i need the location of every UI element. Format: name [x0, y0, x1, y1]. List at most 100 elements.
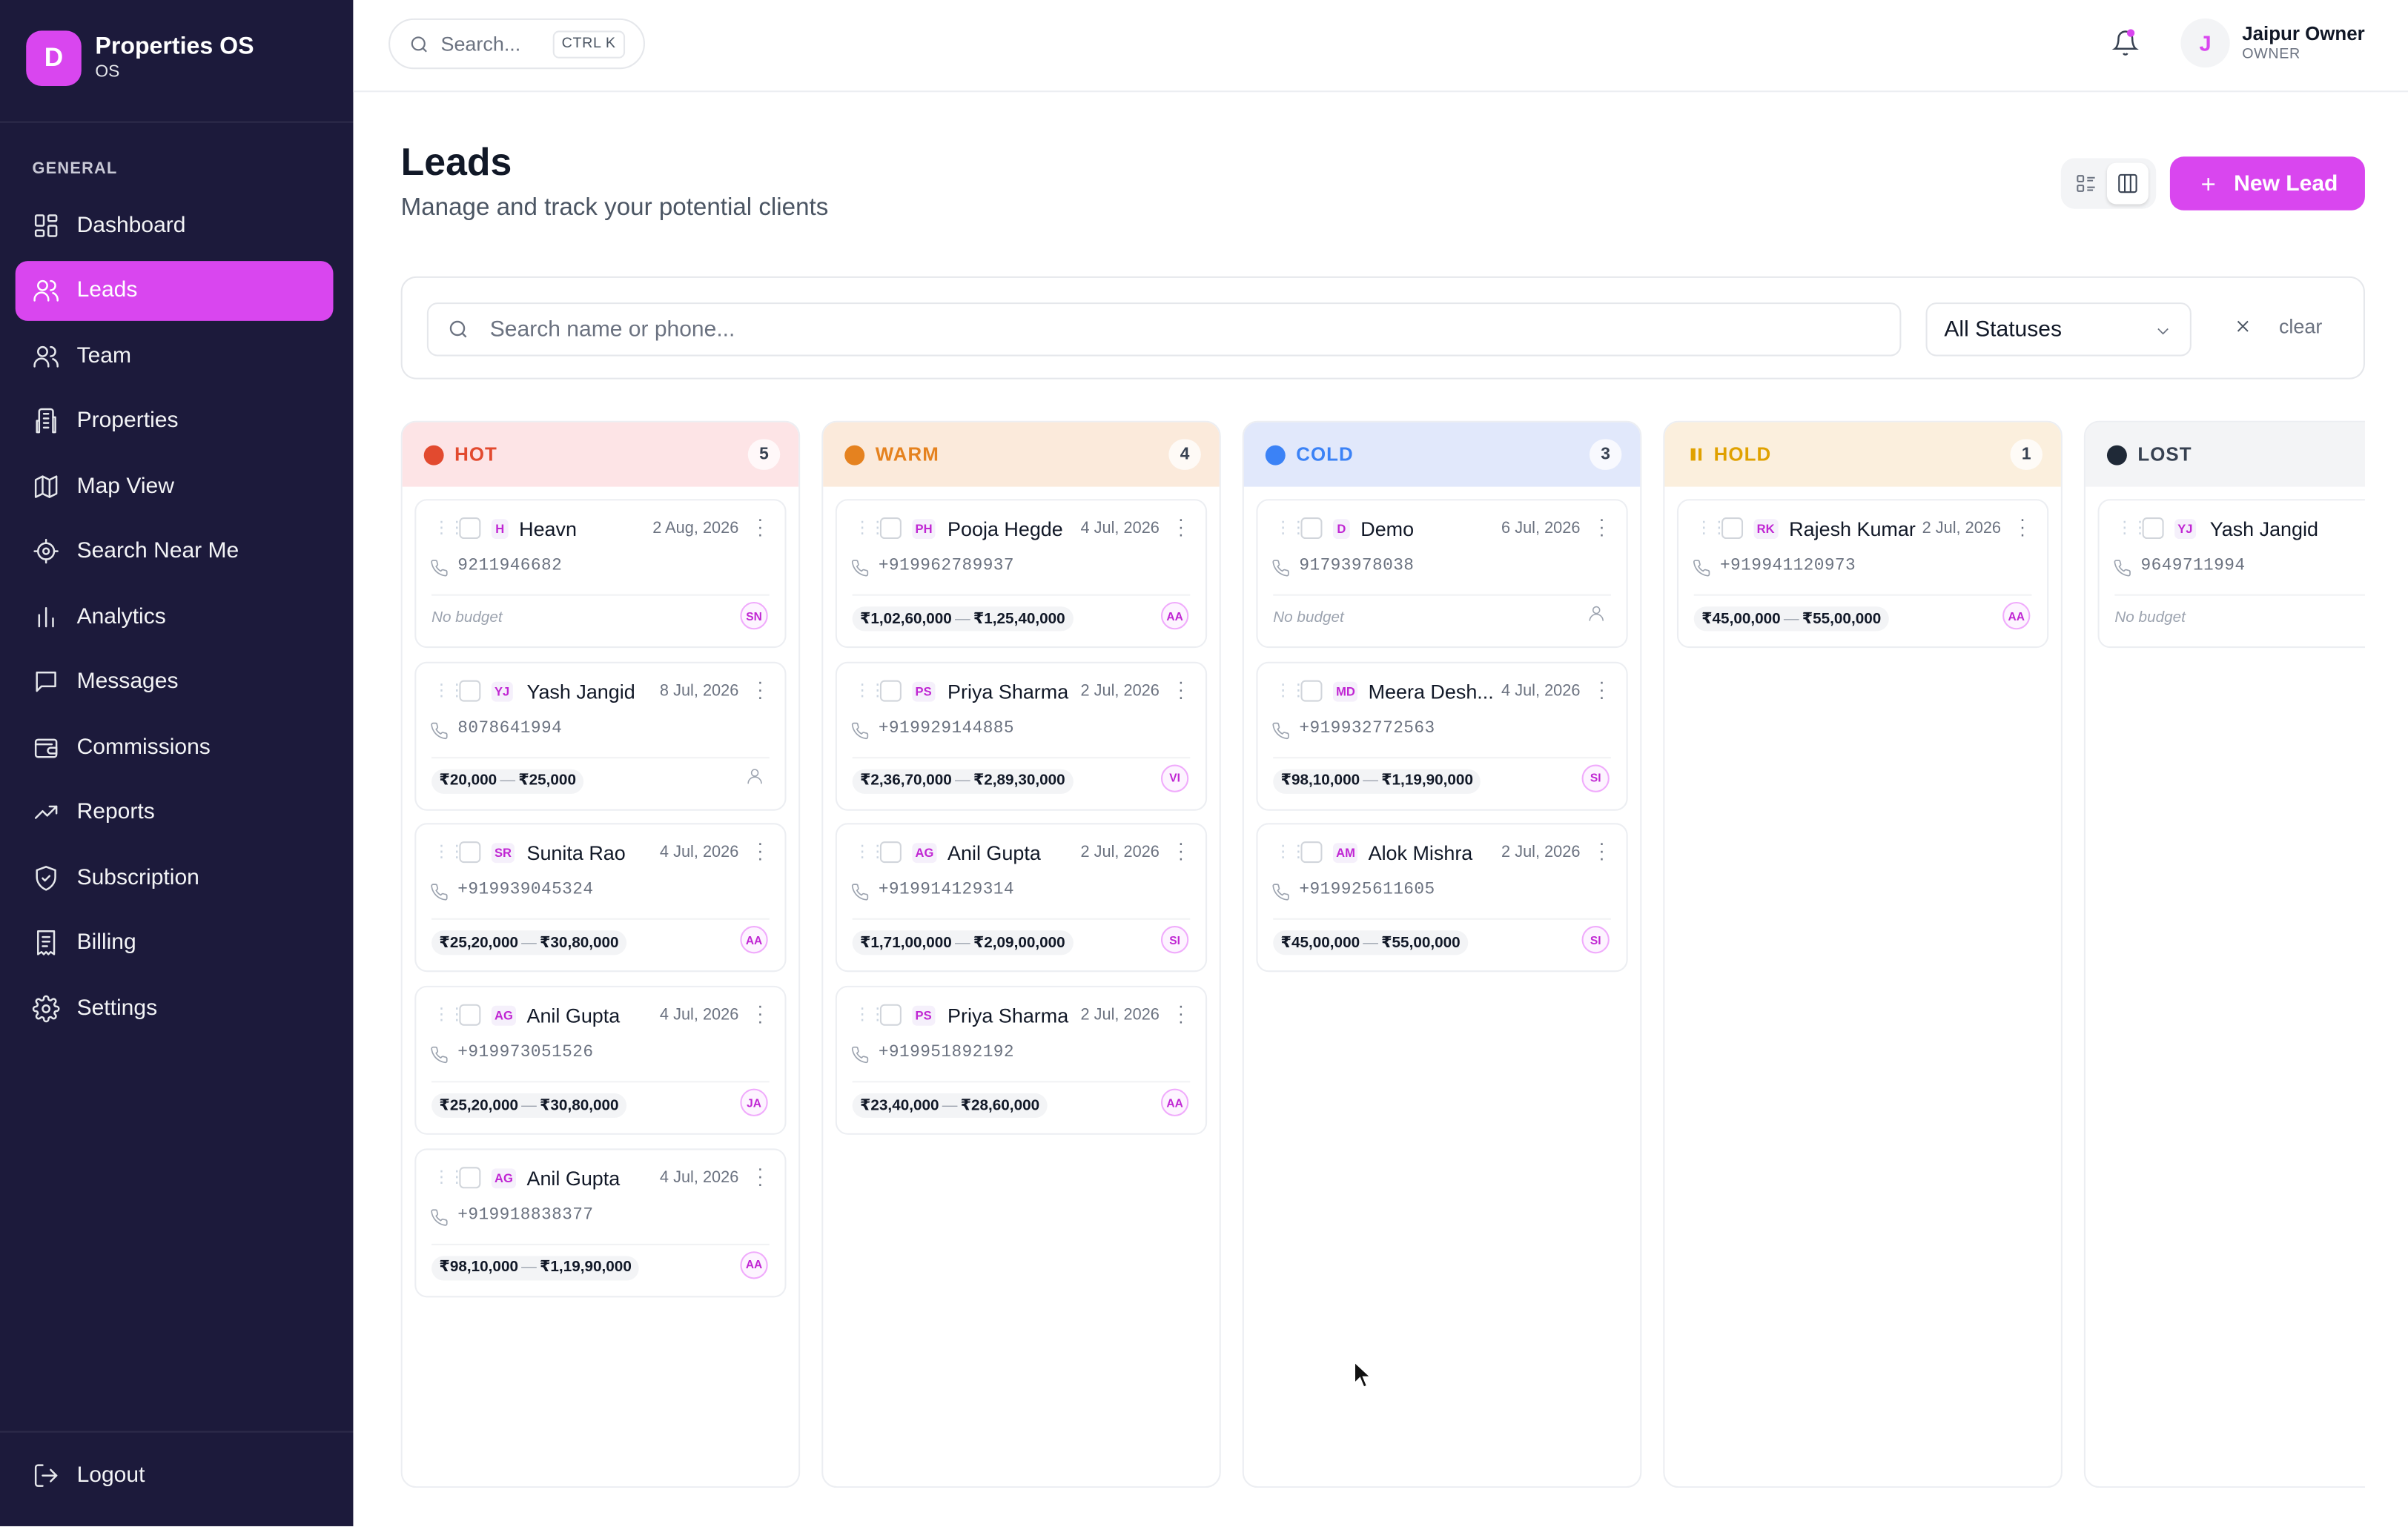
lead-checkbox[interactable]	[879, 841, 902, 864]
lead-name[interactable]: Meera Desh...	[1368, 679, 1494, 703]
drag-handle-icon[interactable]: ⋮⋮	[2116, 519, 2148, 537]
lead-name[interactable]: Sunita Rao	[526, 841, 626, 865]
lead-checkbox[interactable]	[459, 841, 481, 864]
more-options-icon[interactable]: · · ·	[1177, 995, 1185, 1033]
lead-checkbox[interactable]	[879, 679, 902, 701]
user-menu[interactable]: J Jaipur Owner OWNER	[2180, 18, 2365, 68]
drag-handle-icon[interactable]: ⋮⋮	[853, 681, 886, 700]
brand[interactable]: D Properties OS OS	[26, 30, 254, 86]
lead-name[interactable]: Pooja Hegde	[947, 517, 1063, 541]
lead-card[interactable]: ⋮⋮ YJ Yash Jangid 8 Jul, 2026 · · · 807864…	[414, 661, 787, 811]
lead-card[interactable]: ⋮⋮ MD Meera Desh... 4 Jul, 2026 · · · +919…	[1256, 661, 1628, 811]
lead-checkbox[interactable]	[879, 517, 902, 540]
drag-handle-icon[interactable]: ⋮⋮	[433, 1167, 465, 1187]
drag-handle-icon[interactable]: ⋮⋮	[1695, 519, 1727, 537]
lead-checkbox[interactable]	[1721, 517, 1744, 540]
assignee-avatar[interactable]: AA	[1160, 601, 1189, 630]
sidebar-item-properties[interactable]: Properties	[16, 391, 334, 451]
status-filter-select[interactable]: All Statuses	[1925, 302, 2192, 357]
drag-handle-icon[interactable]: ⋮⋮	[853, 519, 886, 537]
kanban-view-button[interactable]	[2106, 162, 2149, 205]
sidebar-item-commissions[interactable]: Commissions	[16, 717, 334, 777]
assignee-avatar[interactable]: SI	[1160, 926, 1189, 955]
lead-checkbox[interactable]	[1300, 679, 1323, 701]
notifications-button[interactable]	[2111, 29, 2142, 59]
sidebar-item-reports[interactable]: Reports	[16, 782, 334, 842]
drag-handle-icon[interactable]: ⋮⋮	[433, 1005, 465, 1024]
lead-card[interactable]: ⋮⋮ AG Anil Gupta 2 Jul, 2026 · · · +919914…	[835, 824, 1208, 973]
more-options-icon[interactable]: · · ·	[2019, 508, 2026, 546]
sidebar-item-map-view[interactable]: Map View	[16, 456, 334, 516]
assignee-avatar[interactable]: VI	[1160, 764, 1189, 792]
lead-name[interactable]: Anil Gupta	[526, 1166, 621, 1190]
sidebar-item-billing[interactable]: Billing	[16, 912, 334, 973]
more-options-icon[interactable]: · · ·	[1598, 832, 1605, 870]
global-search[interactable]: Search... CTRL K	[388, 18, 645, 70]
more-options-icon[interactable]: · · ·	[1177, 508, 1185, 546]
assignee-avatar[interactable]: SI	[1581, 926, 1610, 955]
sidebar-item-settings[interactable]: Settings	[16, 978, 334, 1038]
lead-card[interactable]: ⋮⋮ PS Priya Sharma 2 Jul, 2026 · · · +9199…	[835, 661, 1208, 811]
more-options-icon[interactable]: · · ·	[757, 832, 764, 870]
lead-checkbox[interactable]	[459, 679, 481, 701]
lead-card[interactable]: ⋮⋮ SR Sunita Rao 4 Jul, 2026 · · · +919939…	[414, 824, 787, 973]
new-lead-button[interactable]: New Lead	[2169, 156, 2365, 211]
more-options-icon[interactable]: · · ·	[757, 1157, 764, 1195]
lead-name[interactable]: Anil Gupta	[526, 1004, 621, 1027]
sidebar-item-dashboard[interactable]: Dashboard	[16, 195, 334, 255]
lead-checkbox[interactable]	[1300, 517, 1323, 540]
drag-handle-icon[interactable]: ⋮⋮	[1274, 843, 1306, 862]
more-options-icon[interactable]: · · ·	[1177, 832, 1185, 870]
lead-checkbox[interactable]	[879, 1004, 902, 1026]
lead-checkbox[interactable]	[459, 1166, 481, 1188]
assignee-avatar[interactable]: AA	[740, 1251, 768, 1279]
sidebar-item-leads[interactable]: Leads	[15, 260, 334, 320]
more-options-icon[interactable]: · · ·	[757, 508, 764, 546]
drag-handle-icon[interactable]: ⋮⋮	[853, 1005, 886, 1024]
lead-card[interactable]: ⋮⋮ PH Pooja Hegde 4 Jul, 2026 · · · +91996…	[835, 499, 1208, 649]
more-options-icon[interactable]: · · ·	[757, 995, 764, 1033]
lead-card[interactable]: ⋮⋮ RK Rajesh Kumar 2 Jul, 2026 · · · +9199…	[1676, 499, 2049, 649]
lead-name[interactable]: Anil Gupta	[947, 841, 1041, 865]
lead-card[interactable]: ⋮⋮ AG Anil Gupta 4 Jul, 2026 · · · +919918…	[414, 1147, 787, 1297]
assignee-avatar[interactable]: SN	[740, 601, 768, 630]
list-view-button[interactable]	[2065, 163, 2107, 205]
lead-name[interactable]: Rajesh Kumar	[1789, 517, 1916, 541]
sidebar-item-subscription[interactable]: Subscription	[16, 847, 334, 907]
assignee-avatar[interactable]: JA	[740, 1088, 768, 1117]
lead-name[interactable]: Demo	[1360, 517, 1415, 541]
lead-card[interactable]: ⋮⋮ D Demo 6 Jul, 2026 · · · 91793978038 No…	[1256, 499, 1628, 649]
drag-handle-icon[interactable]: ⋮⋮	[1274, 681, 1306, 700]
sidebar-item-messages[interactable]: Messages	[16, 652, 334, 712]
sidebar-item-analytics[interactable]: Analytics	[16, 586, 334, 646]
drag-handle-icon[interactable]: ⋮⋮	[1274, 519, 1306, 537]
lead-name[interactable]: Alok Mishra	[1368, 841, 1473, 865]
lead-card[interactable]: ⋮⋮ PS Priya Sharma 2 Jul, 2026 · · · +9199…	[835, 985, 1208, 1135]
clear-filters-button[interactable]: clear	[2233, 315, 2322, 338]
lead-card[interactable]: ⋮⋮ H Heavn 2 Aug, 2026 · · · 9211946682 No…	[414, 499, 787, 649]
lead-name[interactable]: Yash Jangid	[526, 679, 635, 703]
lead-name[interactable]: Yash Jangid	[2209, 517, 2318, 541]
lead-checkbox[interactable]	[2142, 517, 2164, 540]
more-options-icon[interactable]: · · ·	[1598, 670, 1605, 708]
drag-handle-icon[interactable]: ⋮⋮	[853, 843, 886, 862]
unassigned-user-icon[interactable]	[1587, 603, 1608, 625]
more-options-icon[interactable]: · · ·	[757, 670, 764, 708]
lead-card[interactable]: ⋮⋮ AM Alok Mishra 2 Jul, 2026 · · · +91992…	[1256, 824, 1628, 973]
lead-card[interactable]: ⋮⋮ YJ Yash Jangid 8 J ··· 9649711994 No …	[2097, 499, 2365, 649]
unassigned-user-icon[interactable]	[745, 766, 767, 787]
lead-checkbox[interactable]	[459, 1004, 481, 1026]
drag-handle-icon[interactable]: ⋮⋮	[433, 681, 465, 700]
more-options-icon[interactable]: · · ·	[1598, 508, 1605, 546]
lead-checkbox[interactable]	[1300, 841, 1323, 864]
drag-handle-icon[interactable]: ⋮⋮	[433, 843, 465, 862]
assignee-avatar[interactable]: AA	[1160, 1088, 1189, 1117]
lead-search-input[interactable]: Search name or phone...	[426, 302, 1902, 357]
sidebar-item-team[interactable]: Team	[16, 325, 334, 385]
assignee-avatar[interactable]: SI	[1581, 764, 1610, 792]
logout-button[interactable]: Logout	[32, 1462, 145, 1489]
lead-name[interactable]: Priya Sharma	[947, 1004, 1069, 1027]
assignee-avatar[interactable]: AA	[2002, 601, 2031, 630]
lead-name[interactable]: Priya Sharma	[947, 679, 1069, 703]
drag-handle-icon[interactable]: ⋮⋮	[433, 519, 465, 537]
